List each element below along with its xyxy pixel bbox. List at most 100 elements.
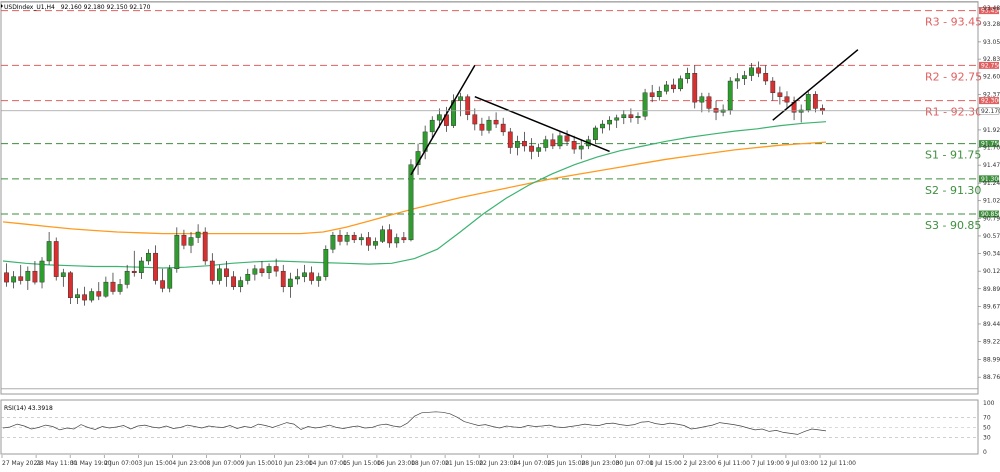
level-price-box-label: 92.750 (981, 62, 1000, 69)
candle-body (358, 237, 364, 241)
candle (316, 272, 322, 287)
candle-body (365, 237, 371, 246)
candle-body (507, 131, 513, 148)
x-tick-label: 25 Jun 15:00 (547, 460, 585, 467)
candle (82, 286, 87, 306)
candle (387, 224, 393, 248)
candle (621, 109, 627, 125)
candle-body (209, 260, 215, 281)
x-tick-label: 3 Jun 15:00 (138, 460, 172, 467)
candle-body (472, 114, 478, 125)
candle (465, 94, 471, 121)
candle-body (4, 272, 9, 283)
candle-body (727, 80, 733, 111)
level-price-box (979, 7, 999, 15)
current-price-box (978, 107, 1000, 115)
candle (224, 260, 229, 287)
candle-body (344, 234, 350, 242)
x-tick-label: 24 Jun 07:00 (513, 460, 551, 467)
candle-body (401, 237, 407, 241)
candle (344, 232, 350, 246)
current-price-label: 92.170 (981, 108, 1000, 115)
y-tick-label: 90.795 (983, 215, 1000, 222)
candle-body (749, 67, 754, 76)
x-tick-label: 14 Jun 07:00 (309, 460, 347, 467)
candle (401, 232, 407, 243)
candle-body (408, 164, 414, 241)
candle-body (60, 272, 66, 277)
y-tick-label: 91.020 (983, 198, 1000, 205)
candle (380, 225, 385, 243)
candle (593, 125, 598, 144)
candle (663, 81, 669, 95)
rsi-tick-label: 30 (983, 434, 991, 441)
candle-body (458, 96, 464, 101)
x-tick-label: 2 Jun 07:00 (104, 460, 138, 467)
candle-body (720, 109, 726, 113)
candle-body (287, 278, 293, 288)
x-tick-label: 15 Jun 15:00 (343, 460, 381, 467)
candle (458, 92, 464, 117)
x-tick-label: 6 Jul 11:00 (718, 460, 750, 467)
candle (706, 92, 712, 113)
candle (727, 77, 733, 115)
candle (351, 232, 357, 243)
candle (436, 108, 442, 128)
candle (507, 127, 513, 154)
candle (53, 237, 59, 281)
x-tick-label: 9 Jun 15:00 (241, 460, 275, 467)
candle (110, 272, 116, 295)
candle-body (202, 231, 208, 262)
x-tick-label: 16 Jun 23:00 (377, 460, 415, 467)
x-tick-label: 28 Jun 23:00 (581, 460, 619, 467)
candle (550, 133, 556, 150)
candle (259, 260, 265, 277)
candle-body (146, 252, 151, 262)
candle-body (39, 260, 45, 283)
candle (394, 233, 400, 248)
candle (96, 282, 102, 301)
x-tick-label: 27 May 2021 (2, 460, 41, 467)
x-tick-label: 2 Jul 23:00 (684, 460, 716, 467)
candle (25, 266, 31, 290)
candle-body (273, 266, 279, 272)
level-label-r3: R3 - 93.45 (925, 16, 982, 29)
candle-body (337, 234, 343, 242)
candle (266, 263, 272, 279)
candle (678, 75, 683, 92)
candle-body (103, 281, 109, 297)
candle-body (593, 127, 598, 140)
level-price-box-label: 91.750 (981, 141, 1000, 148)
y-tick-label: 89.445 (983, 321, 1000, 328)
candles (4, 61, 825, 306)
candle (493, 112, 499, 128)
candle-body (436, 114, 442, 121)
level-price-box (979, 175, 999, 183)
candle-body (96, 291, 102, 297)
candle-body (181, 234, 187, 246)
candle-body (649, 92, 655, 97)
candle-body (564, 135, 570, 142)
y-tick-label: 88.765 (983, 374, 1000, 381)
candle-body (89, 291, 95, 301)
x-tick-label: 28 May 11:00 (36, 460, 77, 467)
candle-body (295, 276, 300, 280)
candle (656, 86, 662, 101)
candle-body (628, 114, 634, 119)
candle (358, 233, 364, 246)
candle-body (25, 270, 31, 281)
candle (614, 114, 620, 128)
candle (671, 78, 676, 93)
candle (812, 91, 818, 113)
level-label-r1: R1 - 92.30 (925, 106, 982, 119)
trendline (772, 49, 859, 121)
y-tick-label: 91.925 (983, 127, 1000, 134)
candle (188, 232, 194, 254)
candle-body (387, 229, 393, 244)
candle-body (529, 145, 534, 152)
candle (89, 288, 95, 303)
candle (231, 271, 236, 290)
level-label-s1: S1 - 91.75 (925, 149, 981, 162)
candle (131, 250, 137, 277)
candle-body (302, 272, 307, 277)
